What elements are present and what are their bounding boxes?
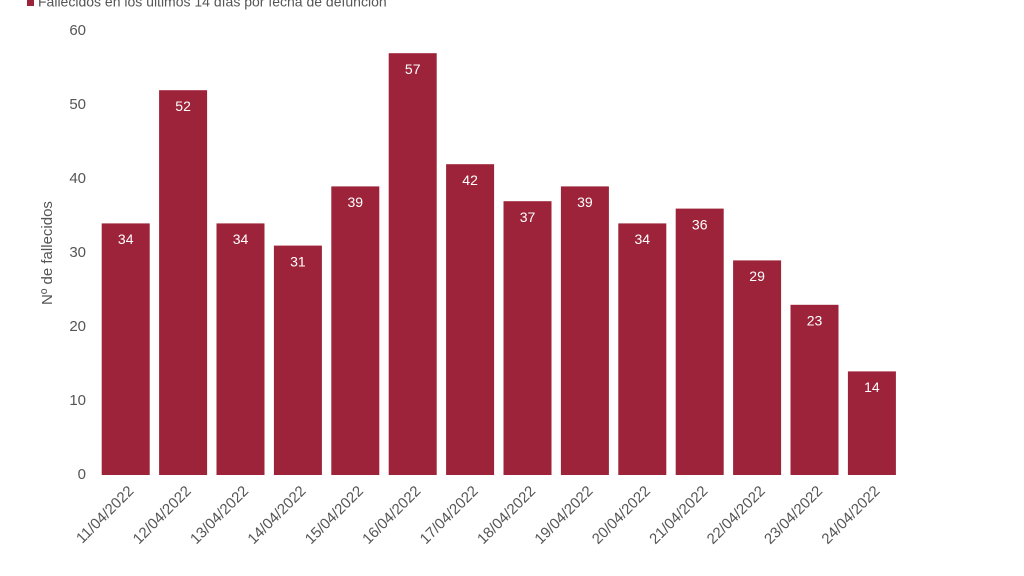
data-label: 39 bbox=[348, 194, 364, 210]
legend-swatch bbox=[27, 0, 34, 6]
data-label: 42 bbox=[462, 172, 478, 188]
data-label: 39 bbox=[577, 194, 593, 210]
y-axis-label: Nº de fallecidos bbox=[39, 201, 56, 305]
y-tick-label: 30 bbox=[69, 244, 86, 261]
legend-label: Fallecidos en los últimos 14 días por fe… bbox=[38, 0, 387, 10]
y-tick-label: 20 bbox=[69, 318, 86, 335]
y-tick-label: 60 bbox=[69, 22, 86, 39]
data-label: 57 bbox=[405, 61, 421, 77]
data-label: 37 bbox=[520, 209, 536, 225]
data-label: 52 bbox=[175, 98, 191, 114]
data-label: 29 bbox=[749, 268, 765, 284]
bar bbox=[790, 304, 839, 475]
x-tick-label: 19/04/2022 bbox=[531, 483, 596, 548]
bar bbox=[503, 201, 552, 475]
x-tick-label: 22/04/2022 bbox=[704, 483, 769, 548]
y-tick-label: 40 bbox=[69, 170, 86, 187]
bar bbox=[273, 245, 322, 475]
x-tick-label: 11/04/2022 bbox=[73, 483, 137, 547]
bar bbox=[216, 223, 265, 475]
data-label: 34 bbox=[118, 231, 134, 247]
bar bbox=[159, 90, 208, 475]
data-label: 34 bbox=[233, 231, 249, 247]
bar bbox=[733, 260, 782, 475]
x-tick-label: 15/04/2022 bbox=[302, 483, 367, 548]
bar bbox=[560, 186, 609, 475]
bar bbox=[618, 223, 667, 475]
x-tick-label: 13/04/2022 bbox=[187, 483, 252, 548]
x-tick-label: 24/04/2022 bbox=[818, 483, 883, 548]
x-tick-label: 12/04/2022 bbox=[130, 483, 195, 548]
bar bbox=[847, 371, 896, 475]
y-tick-label: 10 bbox=[69, 392, 86, 409]
x-tick-label: 21/04/2022 bbox=[646, 483, 711, 548]
x-tick-label: 20/04/2022 bbox=[589, 483, 654, 548]
x-tick-label: 16/04/2022 bbox=[359, 483, 424, 548]
bar bbox=[675, 208, 724, 475]
y-tick-label: 50 bbox=[69, 96, 86, 113]
data-label: 36 bbox=[692, 216, 708, 232]
data-label: 31 bbox=[290, 253, 306, 269]
x-tick-label: 17/04/2022 bbox=[417, 483, 482, 548]
x-tick-label: 18/04/2022 bbox=[474, 483, 539, 548]
x-tick-label: 14/04/2022 bbox=[244, 483, 309, 548]
y-tick-label: 0 bbox=[78, 466, 86, 483]
data-label: 34 bbox=[635, 231, 651, 247]
bar bbox=[101, 223, 150, 475]
bar bbox=[388, 53, 437, 475]
x-tick-label: 23/04/2022 bbox=[761, 483, 826, 548]
data-label: 14 bbox=[864, 379, 880, 395]
data-label: 23 bbox=[807, 313, 823, 329]
bar bbox=[331, 186, 380, 475]
bar bbox=[446, 164, 495, 475]
